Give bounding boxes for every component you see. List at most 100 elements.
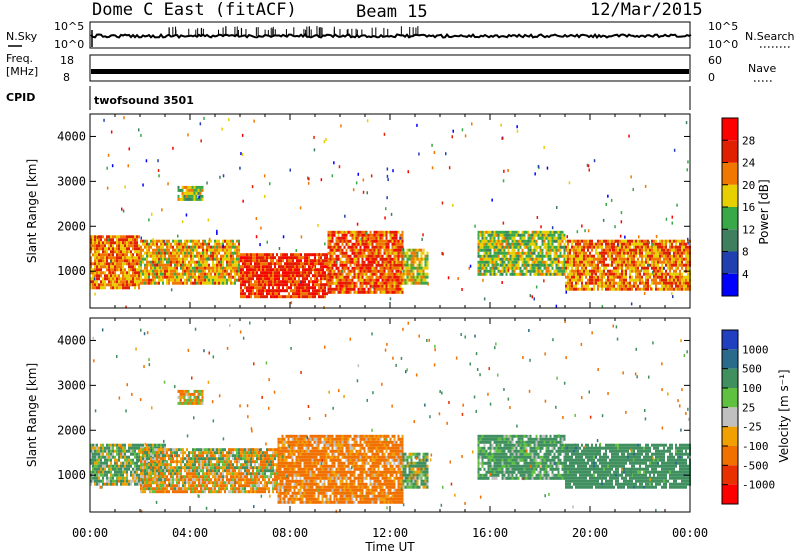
heatmap-cell (92, 238, 94, 242)
heatmap-cell (609, 257, 611, 261)
heatmap-cell (477, 242, 480, 246)
heatmap-cell (575, 275, 577, 279)
heatmap-cell (575, 272, 577, 276)
heatmap-cell (533, 260, 536, 264)
heatmap-cell (633, 260, 635, 264)
heatmap-cell (649, 272, 651, 276)
heatmap-cell (687, 248, 689, 252)
heatmap-cell (379, 230, 382, 234)
heatmap-cell (367, 233, 370, 237)
heatmap-cell (420, 281, 423, 285)
heatmap-cell (326, 277, 328, 281)
heatmap-cell (571, 239, 573, 243)
heatmap-cell (146, 457, 148, 461)
heatmap-cell (94, 452, 96, 456)
heatmap-cell (679, 245, 681, 249)
heatmap-cell (661, 266, 663, 270)
heatmap-cell (250, 292, 252, 296)
heatmap-cell (224, 278, 226, 282)
heatmap-cell (190, 275, 192, 279)
heatmap-cell (320, 265, 322, 269)
heatmap-cell (136, 283, 138, 287)
heatmap-cell (276, 289, 278, 293)
heatmap-cell (188, 245, 190, 249)
heatmap-cell (138, 473, 140, 477)
heatmap-cell (361, 263, 364, 267)
heatmap-cell (194, 269, 196, 273)
heatmap-cell (577, 239, 579, 243)
heatmap-speck (452, 203, 454, 207)
heatmap-cell (513, 248, 516, 252)
heatmap-cell (385, 251, 388, 255)
heatmap-cell (609, 239, 611, 243)
heatmap-cell (399, 284, 402, 288)
heatmap-cell (234, 242, 236, 246)
heatmap-cell (497, 257, 500, 261)
heatmap-cell (509, 233, 512, 237)
heatmap-cell (178, 257, 180, 261)
heatmap-cell (481, 263, 484, 267)
heatmap-cell (599, 254, 601, 258)
heatmap-cell (142, 281, 144, 285)
heatmap-cell (294, 280, 296, 284)
heatmap-cell (571, 275, 573, 279)
heatmap-cell (399, 290, 402, 294)
heatmap-cell (326, 265, 328, 269)
heatmap-speck (313, 266, 315, 270)
heatmap-cell (593, 266, 595, 270)
heatmap-cell (136, 479, 138, 483)
heatmap-cell (200, 257, 202, 261)
heatmap-cell (667, 263, 669, 267)
heatmap-cell (527, 260, 530, 264)
heatmap-cell (128, 271, 130, 275)
heatmap-cell (244, 277, 246, 281)
heatmap-cell (174, 269, 176, 273)
heatmap-cell (389, 248, 392, 252)
heatmap-cell (355, 254, 358, 258)
heatmap-cell (635, 275, 637, 279)
heatmap-speck (448, 166, 451, 170)
heatmap-cell (491, 257, 494, 261)
heatmap-cell (481, 239, 484, 243)
heatmap-cell (637, 272, 639, 276)
heatmap-cell (591, 263, 593, 267)
heatmap-speck (427, 282, 429, 286)
heatmap-cell (102, 247, 104, 251)
cpid-value: twofsound 3501 (94, 94, 194, 107)
heatmap-cell (567, 248, 569, 252)
heatmap-cell (659, 245, 661, 249)
heatmap-cell (369, 284, 372, 288)
heatmap-cell (199, 188, 202, 192)
heatmap-cell (681, 248, 683, 252)
heatmap-cell (112, 253, 114, 257)
heatmap-speck (300, 235, 303, 239)
heatmap-cell (637, 248, 639, 252)
heatmap-cell (383, 287, 386, 291)
heatmap-cell (262, 271, 264, 275)
heatmap-cell (196, 245, 198, 249)
heatmap-cell (387, 263, 390, 267)
heatmap-cell (110, 268, 112, 272)
heatmap-cell (187, 185, 190, 189)
heatmap-cell (180, 245, 182, 249)
heatmap-cell (541, 230, 544, 234)
heatmap-cell (112, 455, 114, 459)
heatmap-cell (633, 263, 635, 267)
heatmap-cell (381, 239, 384, 243)
heatmap-cell (226, 269, 228, 273)
heatmap-cell (226, 260, 228, 264)
heatmap-cell (615, 245, 617, 249)
heatmap-cell (649, 245, 651, 249)
heatmap-cell (102, 461, 104, 465)
heatmap-cell (144, 245, 146, 249)
heatmap-cell (385, 257, 388, 261)
heatmap-cell (148, 443, 150, 447)
heatmap-cell (134, 461, 136, 465)
heatmap-cell (189, 191, 192, 195)
heatmap-cell (547, 242, 550, 246)
heatmap-cell (142, 463, 144, 467)
heatmap-cell (587, 281, 589, 285)
heatmap-cell (615, 260, 617, 264)
heatmap-cell (114, 449, 116, 453)
heatmap-cell (367, 269, 370, 273)
